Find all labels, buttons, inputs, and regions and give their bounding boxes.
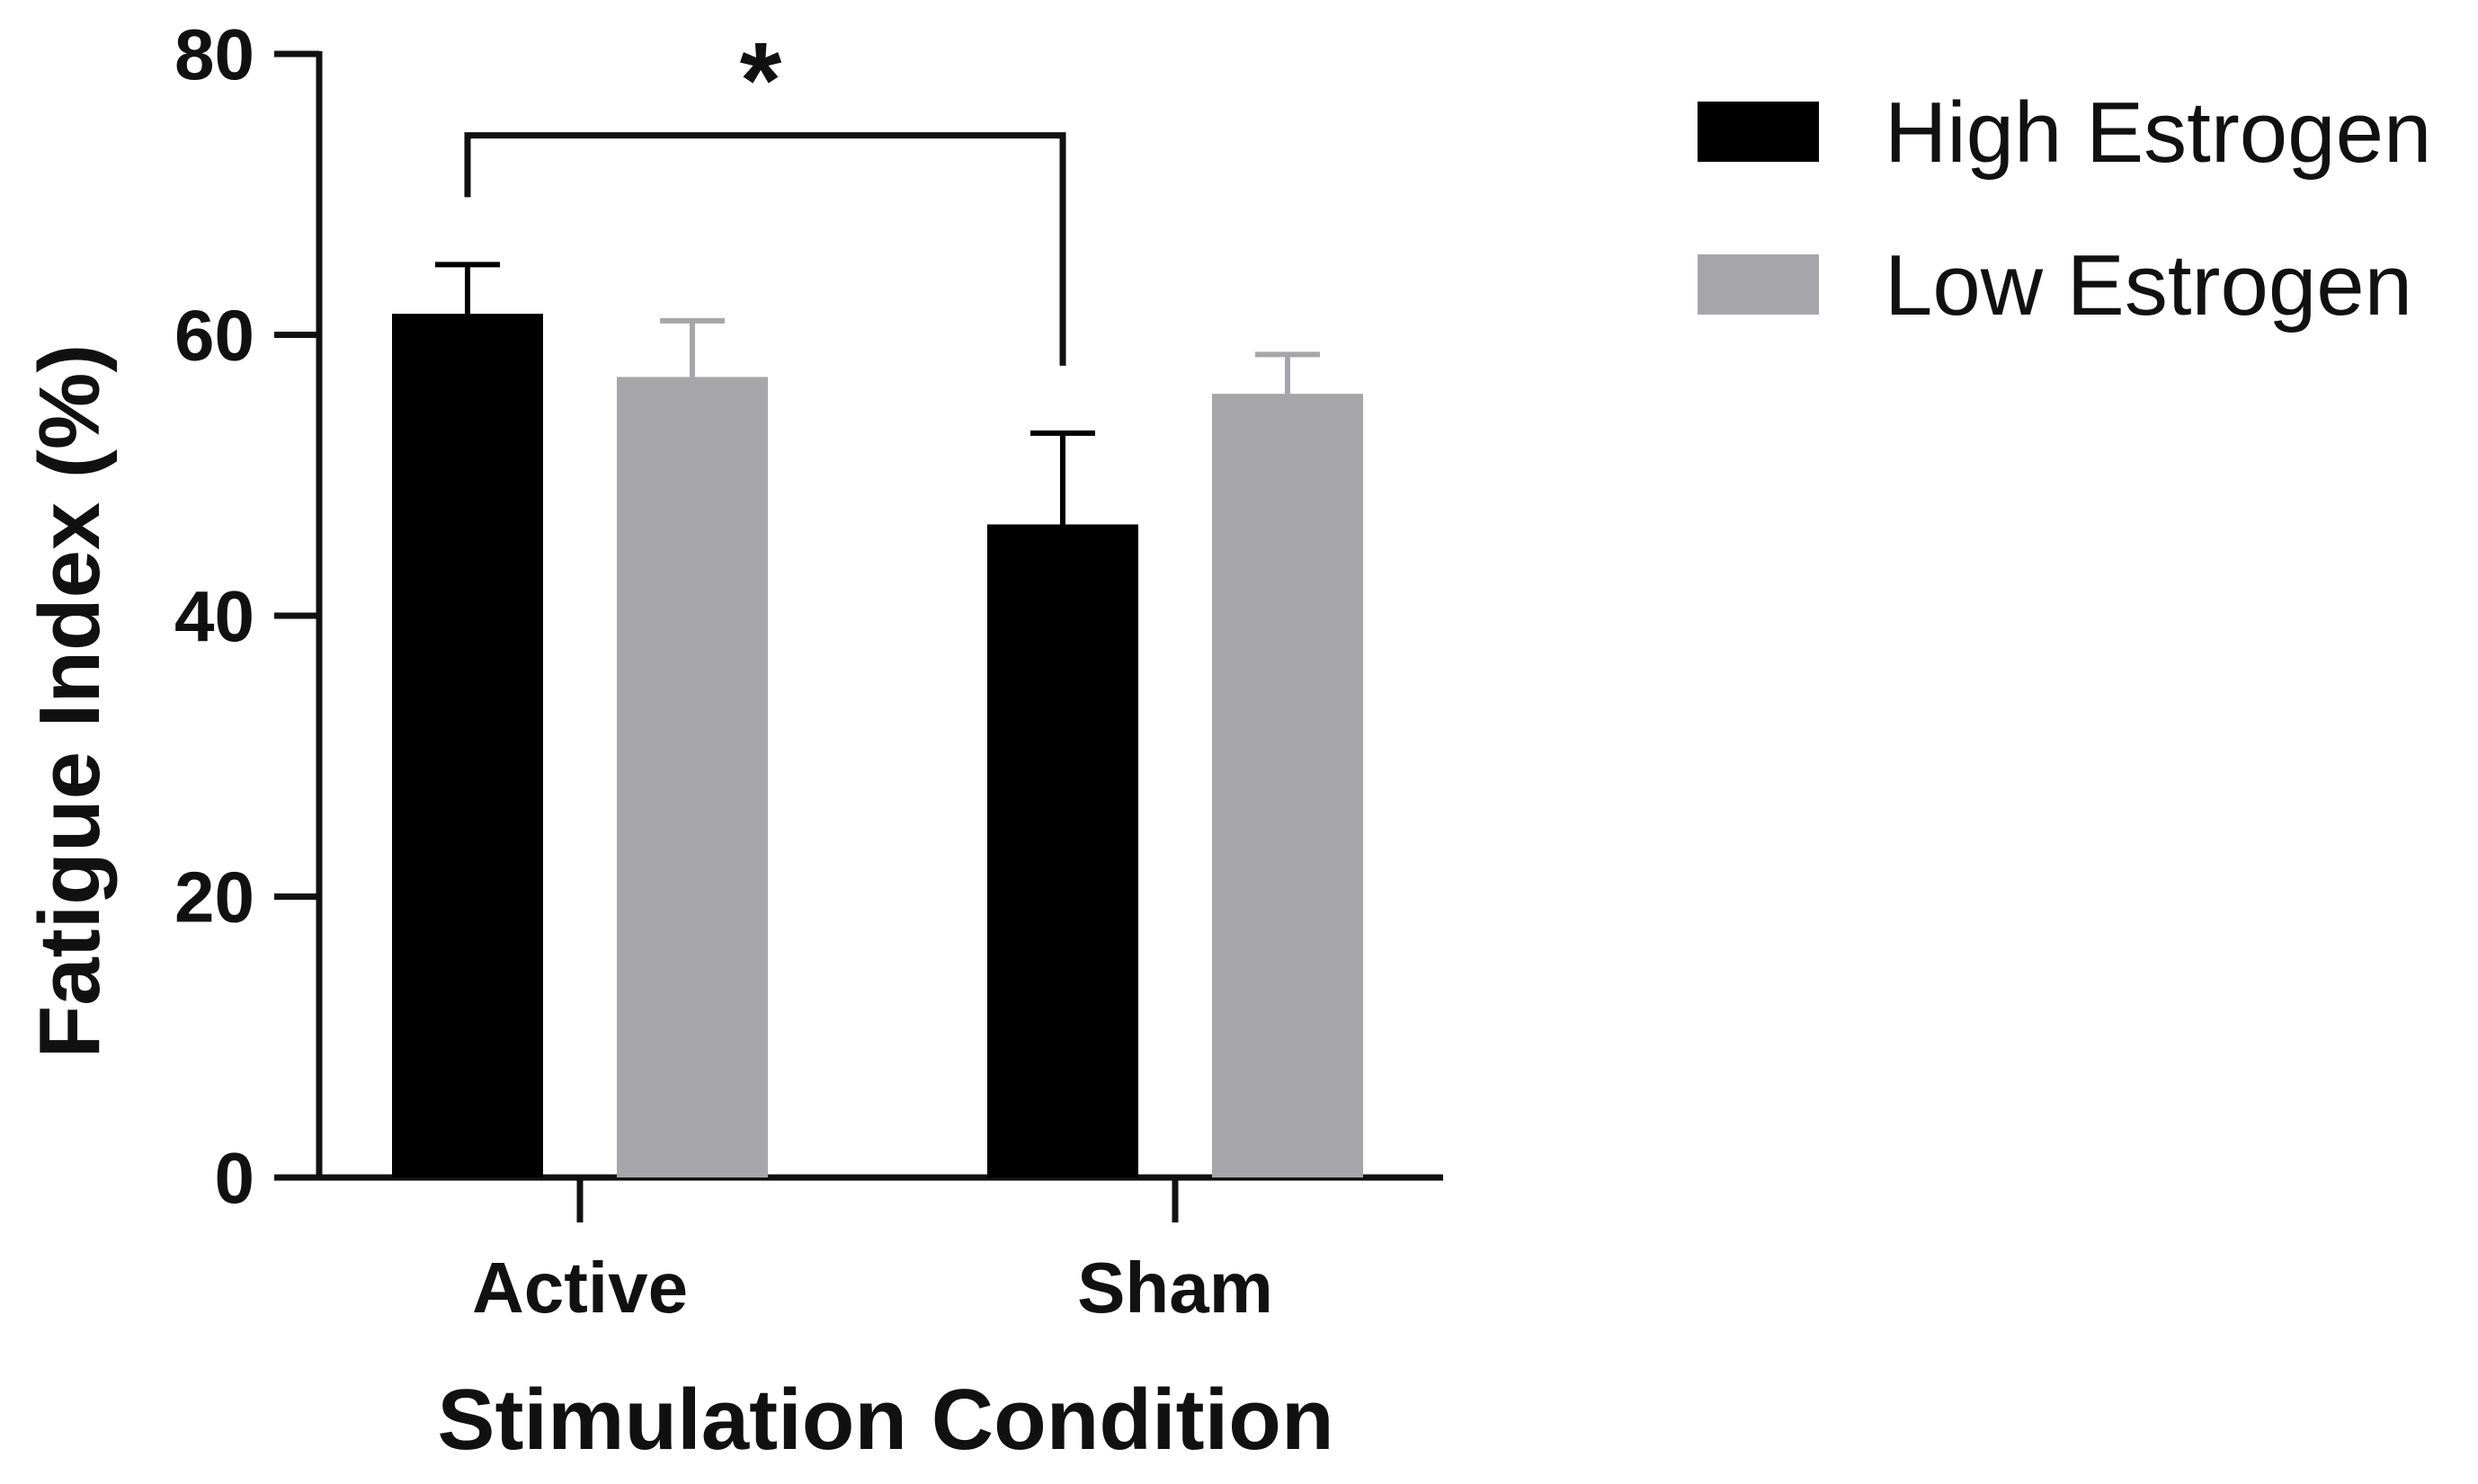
significance-line [464, 132, 1066, 366]
bar-high-estrogen-active [392, 314, 543, 1177]
y-tick-label: 60 [174, 296, 254, 376]
legend: High Estrogen Low Estrogen [1698, 84, 2431, 333]
significance-star: * [740, 21, 782, 141]
legend-label-high-estrogen: High Estrogen [1885, 84, 2431, 181]
x-axis-title: Stimulation Condition [437, 1372, 1333, 1468]
y-tick-label: 40 [174, 576, 254, 656]
y-tick-label: 80 [174, 14, 254, 94]
y-tick-label: 0 [215, 1138, 255, 1218]
legend-swatch-low-estrogen [1698, 254, 1819, 315]
bar-low-estrogen-sham [1212, 394, 1363, 1177]
bars [392, 314, 1363, 1177]
bar-low-estrogen-active [617, 377, 768, 1177]
y-axis-title: Fatigue Index (%) [22, 344, 118, 1059]
y-axis: 0 20 40 60 80 [174, 14, 323, 1218]
y-tick-label: 20 [174, 858, 254, 937]
bar-high-estrogen-sham [987, 524, 1138, 1177]
x-tick-label-sham: Sham [1077, 1248, 1273, 1328]
legend-swatch-high-estrogen [1698, 102, 1819, 162]
x-axis: Active Sham [316, 1174, 1443, 1328]
x-tick-label-active: Active [472, 1248, 688, 1328]
legend-label-low-estrogen: Low Estrogen [1885, 237, 2412, 333]
error-bars [435, 262, 1320, 525]
significance-bracket: * [464, 21, 1066, 366]
